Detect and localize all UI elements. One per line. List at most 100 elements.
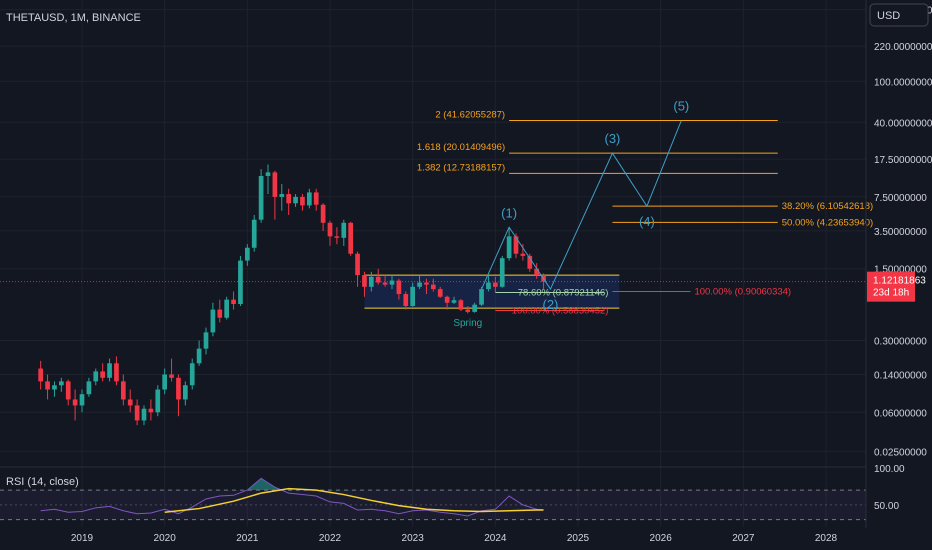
candle-body	[217, 309, 223, 318]
candle-body	[120, 381, 126, 400]
price-tick-label: 220.00000000	[874, 42, 932, 53]
fibonacci-layer: 2 (41.62055287) 1.618 (20.01409496) 1.382 …	[417, 109, 873, 316]
fib-extension-label: 1.382 (12.73188157)	[417, 162, 505, 173]
candle	[251, 215, 257, 252]
candle-body	[176, 377, 181, 400]
candle-body	[155, 389, 161, 413]
candle	[196, 340, 202, 366]
rsi-title: RSI (14, close)	[6, 476, 79, 488]
candle-body	[306, 192, 312, 206]
price-axis[interactable]: 500.00000000220.00000000100.0000000040.0…	[874, 6, 932, 459]
currency-label[interactable]: USD	[877, 10, 900, 22]
candle-body	[45, 381, 50, 390]
candle	[382, 275, 388, 287]
fib-retracement-label: 50.00% (4.23653940)	[782, 217, 873, 228]
candle	[437, 286, 443, 298]
fib-extension-label: 2 (41.62055287)	[435, 109, 505, 120]
candle	[499, 255, 505, 288]
candle	[224, 296, 230, 320]
candle-body	[210, 309, 216, 333]
candle	[93, 368, 99, 386]
candle	[127, 389, 133, 413]
fib-lower-label: 78.60% (0.87921146)	[518, 288, 609, 299]
candle	[203, 327, 209, 355]
last-price-tag-box	[867, 271, 915, 302]
candle-body	[258, 175, 264, 220]
price-tick-label: 100.00000000	[874, 77, 932, 88]
rsi-tick-label: 100.00	[874, 464, 905, 475]
symbol-title: THETAUSD, 1M, BINANCE	[6, 12, 141, 24]
candle-body	[93, 371, 99, 382]
candle	[486, 275, 491, 292]
candle	[520, 244, 526, 261]
rsi-ma-line	[164, 487, 544, 513]
candle-body	[520, 253, 526, 256]
candle	[313, 188, 319, 211]
elliott-wave-label: (2)	[542, 297, 558, 312]
time-tick-label: 2020	[154, 533, 177, 544]
annotation-layer: Spring	[453, 318, 482, 329]
time-axis[interactable]: 2019 2020 2021 2022 2023 2024 2025 2026 2027 2028	[71, 533, 838, 544]
candle	[182, 381, 188, 406]
rsi-tick-label: 50.00	[874, 501, 899, 512]
candle-body	[382, 282, 388, 285]
candle-body	[368, 276, 374, 287]
candle	[327, 220, 333, 246]
candle-body	[486, 282, 491, 290]
candle	[492, 276, 498, 293]
candle	[362, 271, 367, 297]
candle-body	[417, 282, 422, 287]
candle	[272, 170, 278, 220]
candle-body	[465, 309, 471, 312]
candle	[58, 377, 64, 392]
currency-button-frame[interactable]	[869, 3, 929, 27]
candle	[375, 268, 381, 285]
candle-body	[424, 282, 429, 285]
candle-body	[244, 247, 250, 261]
candle	[424, 278, 429, 295]
fib-retracement-label: 38.20% (6.10542618)	[782, 201, 873, 212]
candle-body	[127, 399, 133, 406]
candle-body	[410, 286, 416, 307]
spring-label: Spring	[453, 318, 482, 329]
candle-body	[272, 172, 278, 197]
candle-body	[182, 385, 188, 400]
elliott-wave-label: (3)	[604, 131, 620, 146]
candle-body	[224, 299, 230, 318]
candle-body	[65, 381, 71, 400]
candle	[52, 381, 57, 397]
candle	[389, 275, 395, 290]
last-price-tag: 1.12181863 23d 18h	[867, 271, 926, 302]
candle	[120, 374, 126, 406]
candle	[114, 356, 119, 386]
candle-body	[107, 363, 112, 378]
time-tick-label: 2021	[236, 533, 259, 544]
elliott-wave-layer: (1) (2) (3) (4) (5)	[481, 99, 689, 312]
candle	[72, 389, 78, 421]
candle	[410, 282, 416, 307]
rsi-axis[interactable]: 100.00 50.00	[874, 464, 905, 512]
candle	[258, 169, 264, 223]
price-tick-label: 0.06000000	[874, 408, 927, 419]
candle	[155, 385, 161, 417]
candle-body	[238, 260, 243, 305]
candlestick-series	[38, 164, 546, 426]
candle	[293, 194, 298, 207]
candle	[231, 291, 236, 310]
candle	[444, 295, 450, 310]
candle	[506, 227, 512, 261]
candle-body	[38, 368, 44, 382]
candle-body	[300, 196, 305, 206]
candle-body	[375, 276, 381, 283]
last-price-value: 1.12181863	[873, 276, 926, 287]
price-tick-label: 17.50000000	[874, 155, 932, 166]
candle-body	[437, 289, 443, 297]
time-tick-label: 2023	[402, 533, 425, 544]
time-tick-label: 2022	[319, 533, 342, 544]
currency-button[interactable]: USD	[869, 3, 929, 27]
candle-body	[327, 222, 333, 237]
candle-body	[162, 374, 168, 390]
candle-body	[265, 172, 271, 176]
candle-body	[203, 332, 209, 349]
